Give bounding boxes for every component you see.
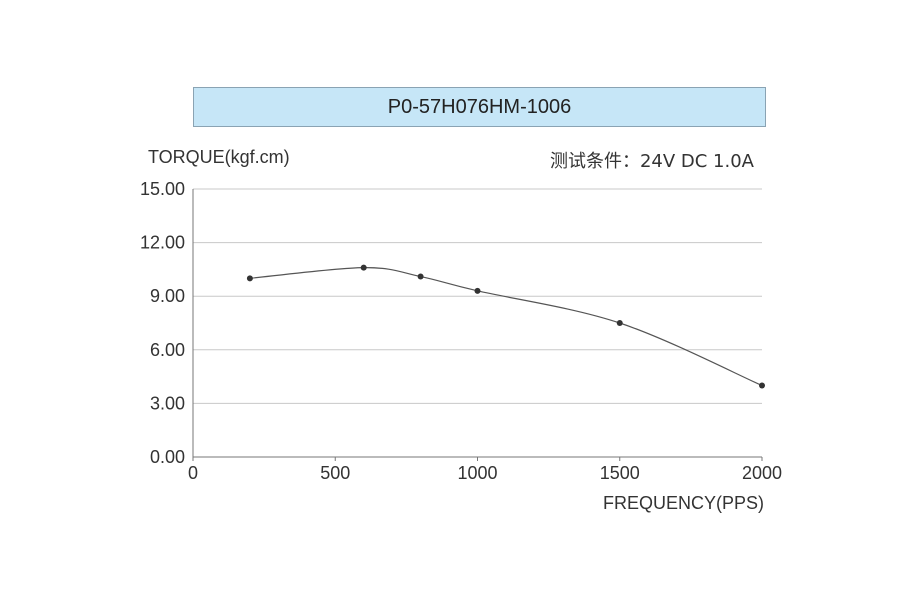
- axes: [192, 189, 763, 461]
- data-point: [616, 320, 623, 326]
- y-tick-labels: 0.00 3.00 6.00 9.00 12.00 15.00: [140, 179, 185, 467]
- x-tick-label: 1500: [600, 463, 640, 483]
- y-tick-label: 6.00: [150, 340, 185, 360]
- data-point: [417, 273, 424, 280]
- y-tick-label: 9.00: [150, 286, 185, 306]
- test-condition-label: 测试条件：24V DC 1.0A: [549, 151, 754, 172]
- x-tick-label: 0: [188, 463, 198, 483]
- data-point: [474, 287, 481, 294]
- y-tick-label: 15.00: [140, 179, 185, 199]
- grid-lines: [193, 188, 762, 404]
- x-tick-label: 500: [320, 463, 350, 483]
- data-point: [246, 275, 253, 282]
- y-axis-label: TORQUE(kgf.cm): [148, 147, 290, 167]
- data-point: [360, 264, 367, 271]
- series-line: [249, 267, 763, 387]
- chart-title: P0-57H076HM-1006: [193, 87, 766, 127]
- x-tick-label: 2000: [742, 463, 782, 483]
- series-layer: [246, 264, 765, 389]
- y-tick-label: 3.00: [150, 393, 185, 413]
- y-tick-label: 0.00: [150, 447, 185, 467]
- y-tick-label: 12.00: [140, 233, 185, 253]
- data-point: [759, 382, 765, 389]
- x-tick-labels: 0 500 1000 1500 2000: [188, 463, 782, 483]
- x-axis-label: FREQUENCY(PPS): [602, 493, 764, 513]
- x-tick-label: 1000: [457, 463, 497, 483]
